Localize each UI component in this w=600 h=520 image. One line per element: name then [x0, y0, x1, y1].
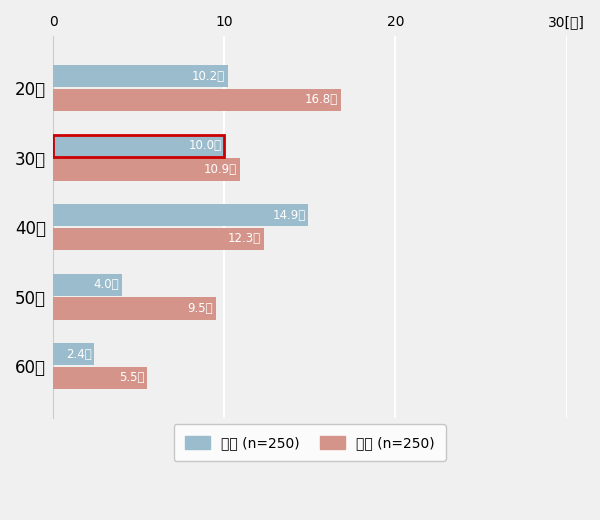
Bar [53, 367, 147, 389]
Text: 5.5回: 5.5回 [119, 371, 145, 384]
Bar [53, 228, 263, 250]
Bar [53, 297, 215, 320]
Text: 10.2回: 10.2回 [192, 70, 225, 83]
Text: 10.9回: 10.9回 [204, 163, 237, 176]
Legend: 男性 (n=250), 女性 (n=250): 男性 (n=250), 女性 (n=250) [173, 424, 446, 461]
Bar [53, 274, 122, 296]
Bar [53, 65, 227, 87]
Bar [53, 343, 94, 366]
Bar [53, 135, 224, 157]
Text: 9.5回: 9.5回 [187, 302, 213, 315]
Bar [53, 135, 224, 157]
Bar [53, 204, 308, 226]
Bar [53, 89, 341, 111]
Bar [53, 158, 239, 180]
Text: 14.9回: 14.9回 [272, 209, 305, 222]
Text: 16.8回: 16.8回 [305, 94, 338, 107]
Text: 10.0回: 10.0回 [188, 139, 221, 152]
Text: 4.0回: 4.0回 [94, 278, 119, 291]
Text: 12.3回: 12.3回 [228, 232, 261, 245]
Text: 2.4回: 2.4回 [66, 348, 92, 361]
